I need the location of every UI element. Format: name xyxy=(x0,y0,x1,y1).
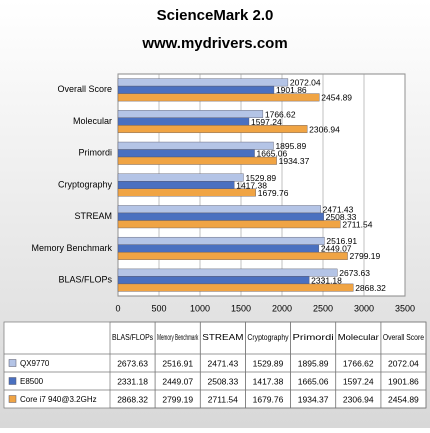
x-tick-label: 3500 xyxy=(395,303,415,313)
table-value: 2449.07 xyxy=(162,376,193,386)
bar xyxy=(117,236,325,245)
chart-title: ScienceMark 2.0 xyxy=(157,7,274,24)
value-label: 1766.62 xyxy=(265,109,296,119)
value-label: 2868.32 xyxy=(355,283,386,293)
bar xyxy=(117,244,320,253)
bar xyxy=(117,93,320,102)
value-label: 1934.37 xyxy=(279,156,310,166)
value-label: 1597.24 xyxy=(251,117,282,127)
legend-swatch xyxy=(8,359,17,367)
table-value: 1901.86 xyxy=(388,376,419,386)
table-value: 2471.43 xyxy=(207,358,238,368)
table-value: 2508.33 xyxy=(207,376,238,386)
legend-label: Core i7 940@3.2GHz xyxy=(20,395,97,404)
table-value: 1895.89 xyxy=(298,358,329,368)
table-header: Memory Benchmark xyxy=(157,333,199,342)
value-label: 2306.94 xyxy=(309,124,340,134)
table-value: 1766.62 xyxy=(343,358,374,368)
table-value: 1597.24 xyxy=(343,376,374,386)
table-value: 2331.18 xyxy=(117,376,148,386)
value-label: 2711.54 xyxy=(342,219,372,229)
table-value: 2711.54 xyxy=(208,394,238,404)
table-header: Cryptography xyxy=(247,333,288,342)
value-label: 2799.19 xyxy=(350,251,381,261)
bar xyxy=(117,173,244,182)
bar xyxy=(117,220,341,229)
table-value: 2673.63 xyxy=(117,358,148,368)
table-header: Overall Score xyxy=(383,333,425,342)
value-label: 2072.04 xyxy=(290,78,321,88)
bar xyxy=(117,188,256,197)
table-value: 2516.91 xyxy=(162,358,193,368)
table-value: 2072.04 xyxy=(388,358,419,368)
table-header: BLAS/FLOPs xyxy=(112,333,153,342)
value-label: 1901.86 xyxy=(276,85,307,95)
bar xyxy=(117,85,275,94)
value-label: 2471.43 xyxy=(323,204,354,214)
bar xyxy=(117,117,250,126)
value-label: 1895.89 xyxy=(275,141,306,151)
y-tick-label: Primordi xyxy=(78,148,112,158)
x-tick-label: 2500 xyxy=(313,303,333,313)
legend-label: E8500 xyxy=(20,377,44,386)
bar xyxy=(117,156,277,165)
value-label: 1679.76 xyxy=(258,188,289,198)
value-label: 1529.89 xyxy=(245,173,276,183)
bar xyxy=(117,268,338,277)
bar xyxy=(117,110,264,119)
bar xyxy=(117,251,348,260)
table-value: 1665.06 xyxy=(298,376,329,386)
table-value: 1934.37 xyxy=(298,394,329,404)
value-label: 2673.63 xyxy=(339,268,370,278)
legend-swatch xyxy=(8,377,17,385)
x-tick-label: 1500 xyxy=(231,303,251,313)
y-tick-label: Overall Score xyxy=(57,84,112,94)
value-label: 1417.38 xyxy=(236,180,267,190)
x-tick-label: 2000 xyxy=(272,303,292,313)
value-label: 2331.18 xyxy=(311,275,342,285)
bar xyxy=(117,149,255,158)
table-frame xyxy=(3,321,427,409)
y-tick-label: BLAS/FLOPs xyxy=(58,275,112,285)
bar xyxy=(117,205,321,214)
table-value: 2454.89 xyxy=(388,394,419,404)
chart-subtitle: www.mydrivers.com xyxy=(141,35,287,52)
value-label: 2454.89 xyxy=(321,93,352,103)
value-label: 2449.07 xyxy=(321,244,352,254)
table-value: 1417.38 xyxy=(253,376,284,386)
table-header: STREAM xyxy=(202,333,244,342)
legend-swatch xyxy=(8,395,17,403)
table-value: 2868.32 xyxy=(117,394,148,404)
y-tick-label: STREAM xyxy=(74,211,112,221)
legend-label: QX9770 xyxy=(20,359,50,368)
bar xyxy=(117,125,308,134)
bar xyxy=(117,276,310,285)
table-value: 1679.76 xyxy=(253,394,284,404)
value-label: 1665.06 xyxy=(257,149,288,159)
table-value: 2799.19 xyxy=(162,394,193,404)
y-tick-label: Molecular xyxy=(73,116,112,126)
table-value: 1529.89 xyxy=(253,358,284,368)
x-tick-label: 3000 xyxy=(354,303,374,313)
x-tick-label: 1000 xyxy=(190,303,210,313)
table-cell xyxy=(380,321,427,409)
value-label: 2508.33 xyxy=(326,212,357,222)
bar xyxy=(117,181,235,189)
bar xyxy=(117,141,274,150)
x-tick-label: 0 xyxy=(115,303,120,313)
x-tick-label: 500 xyxy=(151,303,166,313)
table-header: Molecular xyxy=(338,333,380,342)
value-label: 2516.91 xyxy=(326,236,357,246)
bar xyxy=(117,283,354,292)
table-header: Primordi xyxy=(293,333,334,342)
bar xyxy=(117,212,324,221)
table-value: 2306.94 xyxy=(343,394,374,404)
y-tick-label: Memory Benchmark xyxy=(31,243,112,253)
y-tick-label: Cryptography xyxy=(58,179,113,189)
bar xyxy=(117,78,289,87)
